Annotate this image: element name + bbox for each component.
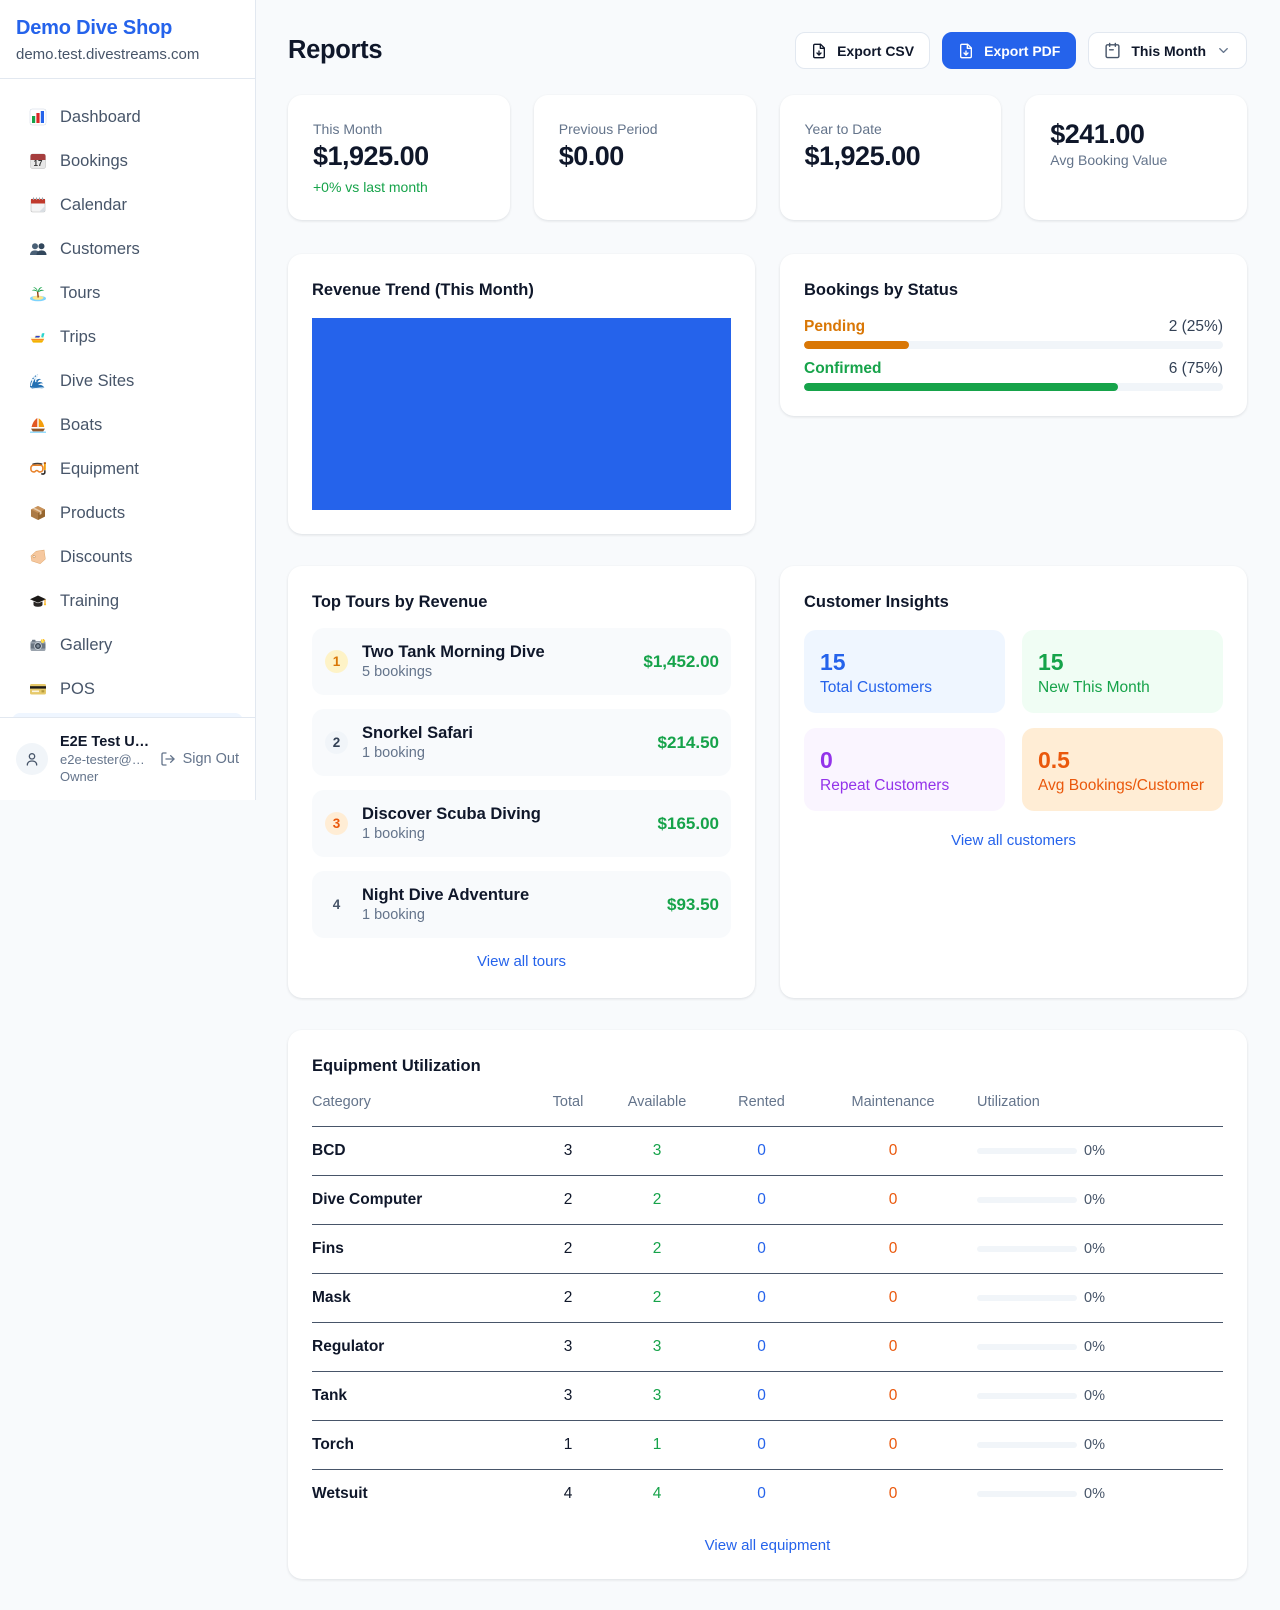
svg-text:17: 17 <box>34 159 43 168</box>
